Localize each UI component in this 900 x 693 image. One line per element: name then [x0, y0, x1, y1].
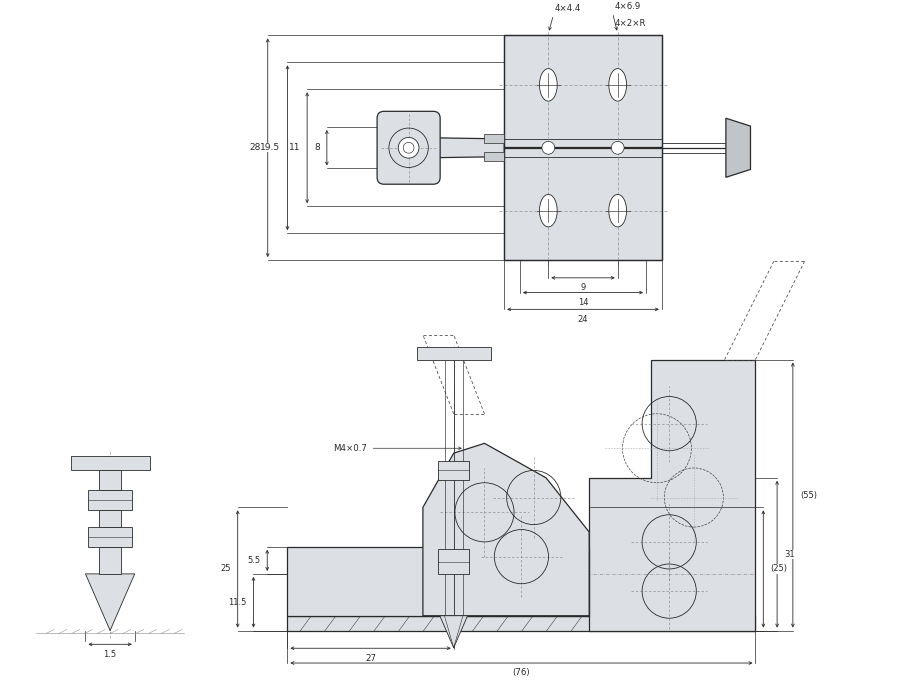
Polygon shape [417, 347, 491, 360]
Polygon shape [504, 148, 662, 260]
Polygon shape [386, 138, 504, 157]
Text: (55): (55) [800, 491, 817, 500]
Polygon shape [438, 550, 469, 574]
Text: 9: 9 [580, 283, 586, 292]
Text: 8: 8 [314, 143, 320, 152]
Polygon shape [504, 35, 662, 147]
Text: 27: 27 [365, 653, 376, 663]
Ellipse shape [542, 141, 554, 154]
Text: 25: 25 [220, 565, 230, 573]
Ellipse shape [608, 69, 626, 101]
Polygon shape [484, 134, 504, 143]
Polygon shape [86, 574, 135, 631]
Polygon shape [99, 510, 122, 527]
Text: 1.5: 1.5 [104, 650, 117, 659]
Circle shape [399, 137, 419, 158]
Text: (76): (76) [513, 669, 530, 678]
Text: 28: 28 [249, 143, 261, 152]
Polygon shape [484, 152, 504, 161]
Circle shape [403, 142, 414, 153]
Ellipse shape [539, 195, 557, 227]
Text: (25): (25) [770, 565, 788, 573]
Polygon shape [71, 456, 149, 471]
Polygon shape [99, 471, 122, 490]
Polygon shape [438, 461, 469, 480]
Polygon shape [423, 444, 590, 616]
Text: 4×6.9: 4×6.9 [615, 2, 641, 11]
Polygon shape [726, 119, 751, 177]
FancyBboxPatch shape [377, 112, 440, 184]
Polygon shape [590, 360, 755, 631]
Polygon shape [88, 527, 131, 547]
Text: 4×2×R: 4×2×R [615, 19, 646, 28]
Ellipse shape [539, 69, 557, 101]
Polygon shape [99, 547, 122, 574]
Polygon shape [88, 490, 131, 510]
Text: 19.5: 19.5 [260, 143, 281, 152]
Text: 31: 31 [784, 550, 795, 559]
Text: 24: 24 [578, 315, 589, 324]
Text: M4×0.7: M4×0.7 [334, 444, 367, 453]
Polygon shape [287, 547, 590, 616]
Ellipse shape [608, 195, 626, 227]
Polygon shape [287, 616, 755, 631]
Text: 11.5: 11.5 [229, 597, 247, 606]
Text: 5.5: 5.5 [248, 556, 260, 565]
Text: 4×4.4: 4×4.4 [554, 3, 580, 12]
Ellipse shape [611, 141, 624, 154]
Text: 11: 11 [289, 143, 301, 152]
Text: 14: 14 [578, 298, 589, 307]
Polygon shape [440, 616, 467, 648]
